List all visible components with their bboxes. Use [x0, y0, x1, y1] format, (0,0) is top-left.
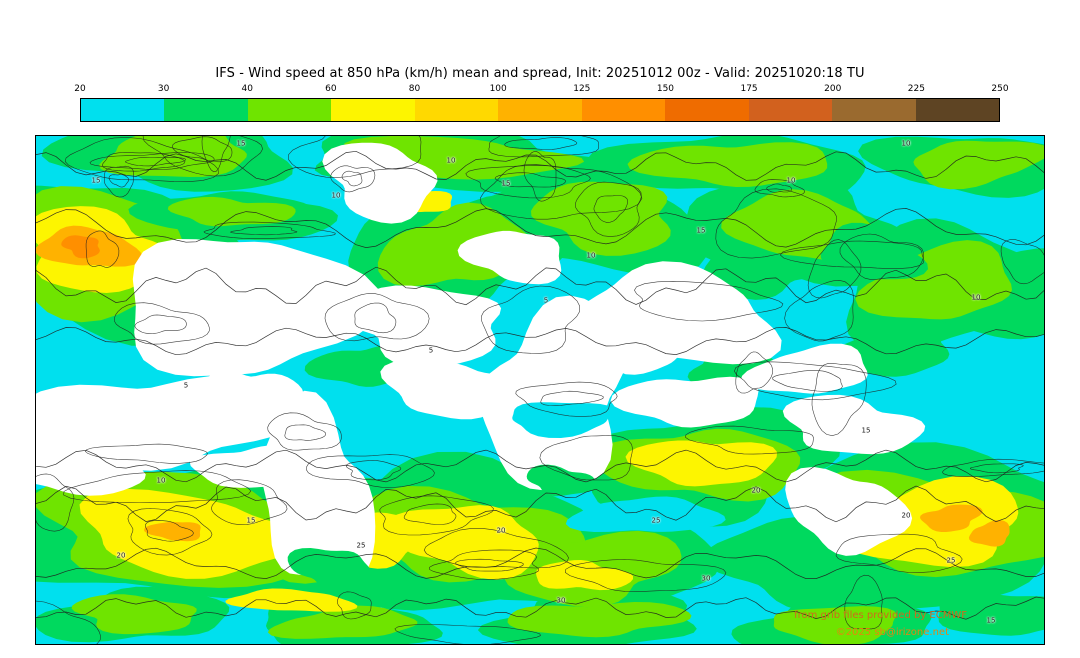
colorbar-ticks: 20 30 40 60 80 100 125 150 175 200 225 250	[74, 84, 1008, 96]
colorbar-tick: 175	[740, 84, 758, 94]
colorbar-segment	[581, 99, 666, 121]
contour-label: 15	[501, 179, 511, 188]
colorbar-segment	[414, 99, 499, 121]
colorbar-tick: 225	[907, 84, 925, 94]
contour-label: 15	[246, 516, 256, 525]
contour-label: 15	[236, 139, 246, 148]
colorbar-segment	[665, 99, 749, 121]
contour-label: 5	[543, 296, 549, 305]
contour-label: 10	[971, 293, 981, 302]
colorbar-tick: 30	[157, 84, 170, 94]
contour-label: 10	[786, 176, 796, 185]
colorbar-tick: 80	[408, 84, 421, 94]
contour-label: 10	[586, 251, 596, 260]
wind-field-svg	[36, 136, 1044, 644]
world-map: 15 10 10 15 15 10 10 15 10 5 10 5 5 15 10 20 20 25 15 20 25 2…	[35, 135, 1045, 645]
contour-label: 25	[651, 516, 661, 525]
contour-label: 15	[986, 616, 996, 625]
colorbar-tick: 40	[241, 84, 253, 94]
colorbar-tick: 200	[824, 84, 842, 94]
contour-label: 30	[701, 574, 711, 583]
colorbar-segment	[498, 99, 582, 121]
contour-label: 20	[116, 551, 126, 560]
colorbar-tick: 60	[325, 84, 337, 94]
colorbar-tick: 100	[489, 84, 507, 94]
contour-label: 15	[91, 176, 101, 185]
contour-label: 5	[183, 381, 189, 390]
contour-labels-layer: 15 10 10 15 15 10 10 15 10 5 10 5 5 15 10 20 20 25 15 20 25 2…	[36, 136, 1044, 644]
contour-label: 10	[331, 191, 341, 200]
colorbar-segment	[915, 99, 999, 121]
colorbar-segment	[81, 99, 165, 121]
chart-title: IFS - Wind speed at 850 hPa (km/h) mean …	[215, 66, 865, 81]
contour-label: 10	[901, 139, 911, 148]
contour-label: 5	[428, 346, 434, 355]
colorbar-segment	[164, 99, 248, 121]
contour-label: 25	[356, 541, 366, 550]
contour-label: 20	[496, 526, 506, 535]
colorbar-segment	[832, 99, 916, 121]
contour-label: 10	[446, 156, 456, 165]
contour-label: 30	[556, 596, 566, 605]
contour-label: 20	[901, 511, 911, 520]
contour-label: 20	[751, 486, 761, 495]
colorbar-tick: 125	[573, 84, 591, 94]
colorbar-segment	[748, 99, 833, 121]
colorbar-segment	[331, 99, 415, 121]
colorbar-segment	[247, 99, 332, 121]
credit-source: from grib files provided by ECMWF	[794, 610, 967, 621]
contour-label: 15	[861, 426, 871, 435]
colorbar-tick: 20	[74, 84, 86, 94]
colorbar	[80, 98, 1000, 122]
credit-copyright: ©2025 sb@irizone.net	[835, 627, 949, 638]
colorbar-tick: 150	[656, 84, 675, 94]
contour-label: 25	[946, 556, 956, 565]
contour-label: 10	[156, 476, 166, 485]
contour-label: 15	[696, 226, 706, 235]
colorbar-tick: 250	[991, 84, 1009, 94]
